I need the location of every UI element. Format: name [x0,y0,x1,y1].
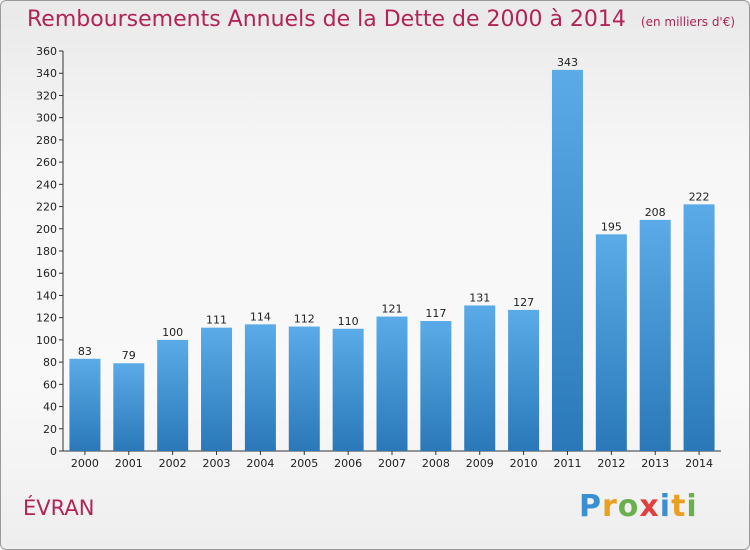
y-tick-label: 180 [36,245,57,258]
y-tick-label: 200 [36,223,57,236]
x-tick-label: 2013 [641,457,669,470]
bar-2001 [113,363,145,451]
x-tick-label: 2012 [597,457,625,470]
place-name: ÉVRAN [23,496,95,520]
value-label: 114 [250,310,271,323]
value-label: 131 [469,291,490,304]
y-tick-label: 40 [43,401,57,414]
value-label: 100 [162,326,183,339]
y-tick-label: 60 [43,378,57,391]
y-tick-label: 160 [36,267,57,280]
bar-2006 [332,328,364,451]
y-tick-label: 360 [36,45,57,58]
y-tick-label: 320 [36,89,57,102]
x-tick-label: 2009 [466,457,494,470]
bar-2007 [376,316,408,451]
y-tick-label: 300 [36,112,57,125]
title-text: Remboursements Annuels de la Dette de 20… [27,7,626,32]
x-tick-label: 2001 [115,457,143,470]
x-tick-label: 2007 [378,457,406,470]
x-tick-label: 2000 [71,457,99,470]
x-tick-label: 2005 [290,457,318,470]
bar-2003 [201,327,233,451]
x-tick-label: 2002 [159,457,187,470]
value-label: 112 [294,313,315,326]
x-tick-label: 2011 [553,457,581,470]
bar-2012 [595,234,627,451]
value-label: 343 [557,56,578,69]
x-tick-label: 2014 [685,457,713,470]
y-tick-label: 260 [36,156,57,169]
y-tick-label: 280 [36,134,57,147]
x-tick-label: 2004 [246,457,274,470]
bar-2010 [508,309,540,451]
value-label: 110 [338,315,359,328]
x-tick-label: 2008 [422,457,450,470]
y-tick-label: 240 [36,178,57,191]
bar-2004 [244,324,276,451]
value-label: 79 [122,349,136,362]
bar-2002 [157,339,189,451]
x-tick-label: 2003 [203,457,231,470]
y-tick-label: 220 [36,201,57,214]
value-label: 83 [78,345,92,358]
y-tick-label: 340 [36,67,57,80]
bar-2005 [288,326,320,451]
value-label: 117 [425,307,446,320]
chart-title: Remboursements Annuels de la Dette de 20… [27,7,735,32]
y-tick-label: 100 [36,334,57,347]
value-label: 121 [382,303,403,316]
y-tick-label: 120 [36,312,57,325]
value-label: 127 [513,296,534,309]
bar-2011 [551,69,583,451]
value-label: 111 [206,314,227,327]
y-tick-label: 20 [43,423,57,436]
bar-2009 [464,305,496,451]
y-tick-label: 140 [36,289,57,302]
proxiti-logo: Proxiti [579,489,698,524]
x-tick-label: 2006 [334,457,362,470]
x-tick-label: 2010 [510,457,538,470]
value-label: 222 [689,190,710,203]
unit-label: (en milliers d'€) [640,15,736,29]
bar-2014 [683,204,715,451]
bar-2000 [69,358,101,451]
value-label: 195 [601,220,622,233]
bar-2008 [420,321,452,451]
y-tick-label: 0 [50,445,57,458]
bar-2013 [639,219,671,451]
value-label: 208 [645,206,666,219]
y-tick-label: 80 [43,356,57,369]
